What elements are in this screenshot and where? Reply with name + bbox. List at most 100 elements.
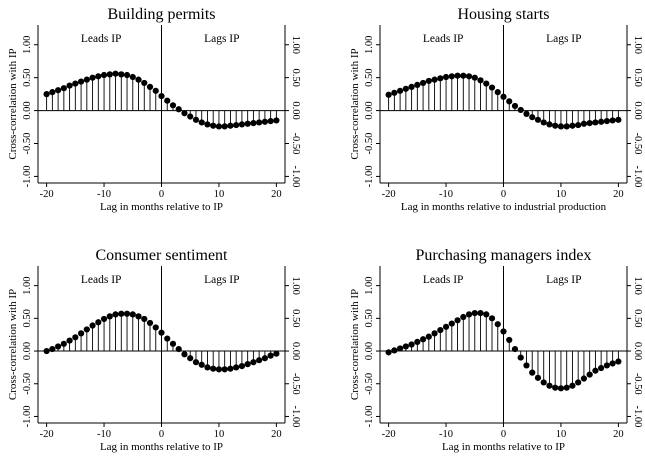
x-tick-label: -10 [97,189,111,200]
y-tick-label-right: 0.50 [632,68,643,86]
data-point [187,113,194,120]
data-point [580,375,588,382]
data-point [437,75,444,82]
data-point [477,77,484,84]
data-point [55,87,62,94]
chart-title: Building permits [108,6,216,23]
data-point [500,93,507,100]
data-point [523,362,530,369]
data-point [100,71,108,79]
data-point [529,114,536,121]
data-point [129,311,136,318]
y-tick-label-right: 1.00 [632,36,643,54]
y-axis-label: Cross-correlation with IP [349,289,361,400]
y-tick-label-right: 0.00 [290,101,301,119]
y-tick-label-right: 1.00 [290,276,301,294]
data-point [592,119,599,126]
x-axis-label: Lag in months relative to IP [442,441,565,453]
y-tick-label-left: 1.00 [364,36,375,54]
y-tick-label-right: 0.00 [632,342,643,360]
data-point [123,71,131,79]
data-point [425,77,432,85]
y-tick-label-left: -0.50 [364,133,375,155]
y-tick-label-left: -0.50 [22,133,33,155]
data-point [431,330,438,337]
y-tick-label-right: 0.00 [290,342,301,360]
data-point [210,122,217,129]
data-point [414,338,421,345]
chart-title: Purchasing managers index [416,247,592,264]
data-point [175,345,182,353]
data-point [267,118,274,125]
y-tick-label-right: -0.50 [632,373,643,395]
y-tick-label-right: 1.00 [290,36,301,54]
data-point [592,367,599,374]
data-point [158,329,165,336]
data-point [431,76,438,83]
y-tick-label-left: 0.00 [22,342,33,360]
data-point [256,119,263,126]
data-point [55,343,62,350]
y-tick-label-left: 1.00 [364,276,375,294]
y-axis-label: Cross-correlation with IP [349,48,361,159]
data-point [494,321,501,328]
data-point [141,315,148,323]
data-point [72,80,79,87]
data-point [402,85,409,92]
y-tick-label-left: 0.50 [364,309,375,327]
data-point [454,72,461,79]
y-tick-label-right: -1.00 [290,165,301,187]
y-tick-label-left: 0.00 [22,101,33,119]
x-tick-label: 20 [271,189,282,200]
data-point [83,76,90,83]
data-point [244,120,251,127]
data-point [460,72,467,79]
data-point [49,89,56,96]
y-tick-label-left: -1.00 [364,165,375,187]
data-point [598,364,605,372]
data-point [397,345,404,352]
y-tick-label-left: -1.00 [364,406,375,428]
data-point [483,311,490,318]
y-tick-label-left: 1.00 [22,276,33,294]
data-point [158,93,165,100]
data-point [100,315,108,323]
data-point [437,327,444,334]
data-point [546,121,553,128]
data-point [448,320,455,327]
x-tick-label: 0 [159,189,164,200]
x-tick-label: -10 [439,429,453,440]
data-point [500,328,507,335]
data-point [569,122,576,129]
data-point [152,324,159,331]
x-axis-label: Lag in months relative to industrial pro… [401,201,607,213]
data-point [227,365,234,372]
data-point [442,323,450,330]
data-point [517,354,524,361]
data-point [95,73,102,80]
region-label-leads: Leads IP [81,274,122,286]
data-point [118,310,125,317]
data-point [215,123,223,130]
data-point [414,81,421,89]
data-point [169,340,177,347]
data-point [146,83,154,90]
data-point [112,311,119,318]
data-point [391,347,398,354]
x-tick-label: 10 [214,189,225,200]
data-point [557,123,565,130]
data-point [397,87,404,94]
data-point [534,374,542,381]
data-point [83,326,90,333]
region-label-lags: Lags IP [546,33,581,45]
y-tick-label-left: 0.50 [22,68,33,86]
data-point [586,371,593,378]
data-point [488,84,496,91]
data-point [442,73,450,81]
data-point [198,361,205,368]
data-point [563,384,570,391]
data-point [557,385,565,392]
y-tick-label-right: -0.50 [290,373,301,395]
y-tick-label-left: 1.00 [22,36,33,54]
